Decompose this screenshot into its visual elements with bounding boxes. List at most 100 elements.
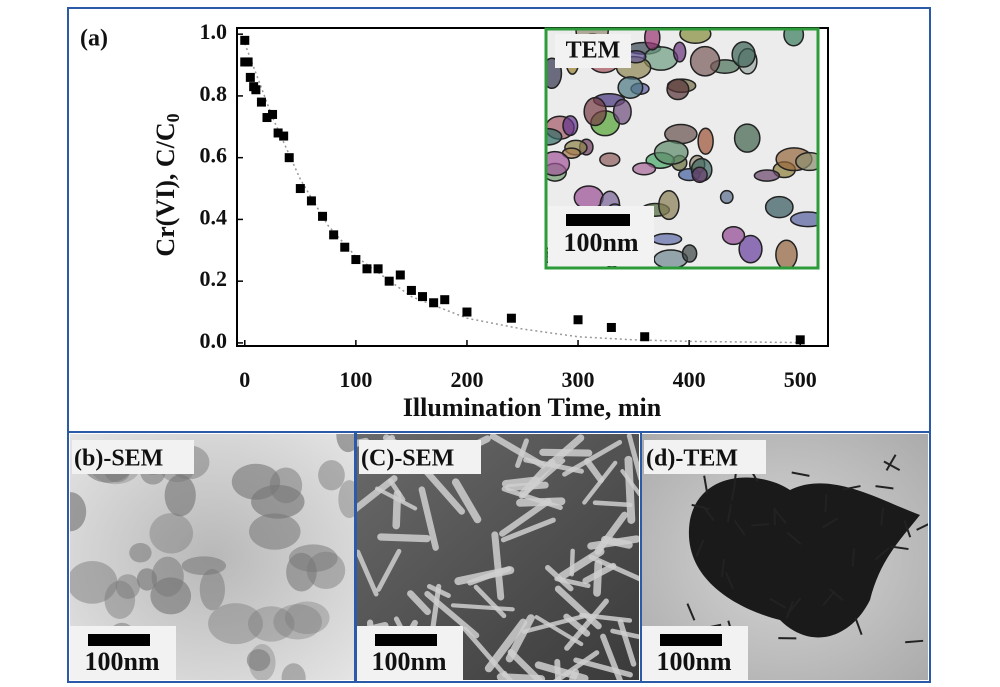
particle xyxy=(273,604,322,640)
spike xyxy=(905,639,924,644)
spike xyxy=(821,517,839,529)
rod xyxy=(505,614,535,663)
scale-bar xyxy=(660,634,722,646)
spike xyxy=(828,588,844,602)
rod xyxy=(454,566,515,586)
rod xyxy=(501,486,563,510)
rod xyxy=(593,559,603,597)
y-tick-label: 0.4 xyxy=(200,204,228,229)
rod xyxy=(489,434,546,469)
spike xyxy=(726,504,732,523)
spike xyxy=(851,548,856,567)
data-point xyxy=(640,332,650,342)
data-point xyxy=(295,184,305,194)
data-point xyxy=(262,113,272,123)
data-point xyxy=(606,322,616,332)
spike xyxy=(786,531,802,546)
data-point xyxy=(279,131,289,141)
rod xyxy=(407,590,431,616)
x-tick-label: 200 xyxy=(450,367,483,392)
inset-frame xyxy=(544,27,820,270)
spike xyxy=(730,482,737,501)
particle xyxy=(70,560,118,604)
scale-bar xyxy=(375,634,437,646)
particle xyxy=(318,460,345,491)
data-point xyxy=(243,57,253,67)
rod xyxy=(610,628,639,640)
data-point xyxy=(351,255,361,265)
rod xyxy=(418,486,439,551)
data-point xyxy=(245,72,255,82)
fit-curve xyxy=(244,43,801,344)
data-point xyxy=(795,335,805,345)
rod xyxy=(534,615,584,647)
particle xyxy=(248,644,276,680)
rod xyxy=(554,576,591,589)
rod xyxy=(548,434,585,467)
particle xyxy=(164,474,196,517)
data-point xyxy=(440,295,450,305)
rod xyxy=(501,476,540,488)
data-point xyxy=(373,264,383,274)
particle xyxy=(666,78,690,101)
rod xyxy=(554,585,602,630)
rod xyxy=(579,612,633,623)
rod xyxy=(499,498,552,537)
rod xyxy=(426,583,451,598)
spike xyxy=(885,454,897,471)
panel-label: (d)-TEM xyxy=(646,446,738,472)
rod xyxy=(451,478,482,524)
x-tick-label: 500 xyxy=(784,367,817,392)
particle xyxy=(789,211,817,228)
y-tick-label: 0.6 xyxy=(200,143,228,168)
data-point xyxy=(406,285,416,295)
scale-label: 100nm xyxy=(371,647,446,676)
panel-labels: (b)-SEM 100nm (C)-SEM 100nm (d)-TEM 100nm xyxy=(70,440,766,680)
data-point xyxy=(462,307,472,317)
rod xyxy=(563,613,591,637)
data-point xyxy=(256,97,266,107)
data-point xyxy=(395,270,405,280)
data-point xyxy=(268,109,278,119)
spike xyxy=(703,475,709,494)
rod xyxy=(357,475,398,513)
spike xyxy=(769,597,787,609)
spike xyxy=(791,471,810,477)
rod xyxy=(424,590,480,639)
particle xyxy=(681,244,698,263)
particle xyxy=(731,41,756,68)
particle xyxy=(764,195,794,219)
spike xyxy=(854,617,863,636)
spike xyxy=(875,485,894,490)
data-point xyxy=(240,35,250,45)
panel-label-box xyxy=(359,440,481,474)
spike xyxy=(824,494,828,513)
x-tick-label: 400 xyxy=(673,367,706,392)
scale-label: 100nm xyxy=(84,647,159,676)
scale-label: 100nm xyxy=(656,647,731,676)
particle xyxy=(632,162,657,176)
particle xyxy=(573,185,604,210)
particle xyxy=(697,127,714,155)
y-tick-label: 0.2 xyxy=(200,266,228,291)
spike xyxy=(788,597,802,613)
rod xyxy=(519,458,566,499)
y-tick-label: 0.0 xyxy=(200,328,228,353)
rod xyxy=(376,548,402,592)
spike xyxy=(890,545,909,551)
data-point xyxy=(429,298,439,308)
rod xyxy=(568,668,579,680)
rod xyxy=(500,517,556,543)
particle xyxy=(104,580,136,619)
rod xyxy=(377,533,431,543)
particle xyxy=(149,513,194,554)
rod xyxy=(392,490,402,530)
x-tick-label: 300 xyxy=(562,367,595,392)
particle xyxy=(70,492,87,532)
inset-label-box xyxy=(555,34,631,68)
rod xyxy=(558,547,605,580)
spike xyxy=(880,507,885,526)
spike xyxy=(733,519,746,536)
particle xyxy=(129,543,152,563)
data-point xyxy=(340,242,350,252)
